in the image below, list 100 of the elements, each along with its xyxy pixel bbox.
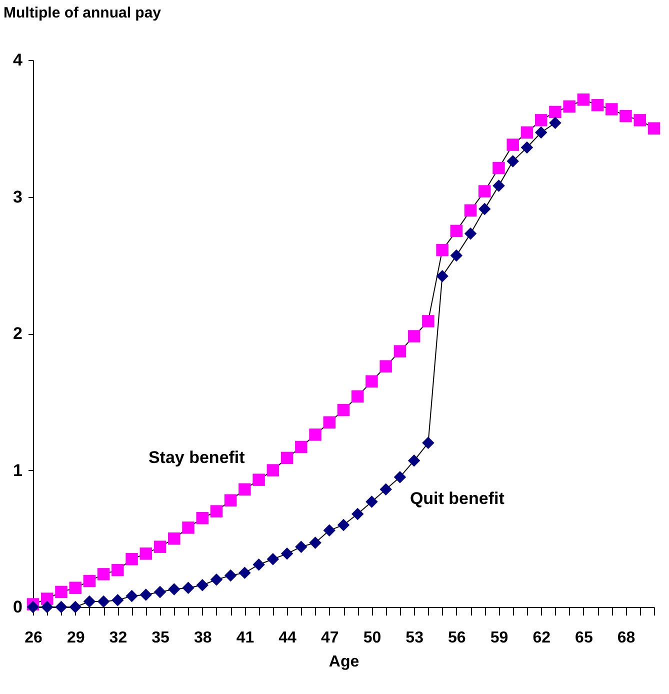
point — [196, 512, 208, 524]
point — [309, 536, 322, 549]
point — [520, 126, 534, 139]
point — [295, 540, 308, 553]
point — [210, 574, 223, 586]
point — [26, 600, 40, 614]
point — [238, 483, 251, 496]
point — [40, 600, 54, 614]
point — [196, 578, 208, 592]
point — [112, 594, 124, 606]
point — [591, 99, 604, 112]
x-tick-label: 56 — [448, 630, 466, 646]
point — [168, 532, 180, 545]
point — [309, 428, 322, 441]
point — [140, 588, 152, 601]
point — [126, 553, 138, 566]
point — [620, 110, 632, 122]
x-tick-label: 26 — [24, 630, 42, 646]
x-tick-label: 32 — [109, 630, 128, 646]
y-axis-title: Multiple of annual pay — [4, 4, 162, 22]
point — [280, 452, 294, 464]
x-tick-label: 50 — [363, 630, 382, 646]
x-tick-label: 65 — [575, 630, 593, 646]
point — [97, 568, 110, 580]
point — [210, 505, 223, 518]
x-tick-label: 59 — [490, 630, 508, 646]
point — [366, 496, 378, 508]
point — [97, 595, 110, 608]
point — [83, 595, 96, 608]
x-tick-label: 41 — [236, 630, 254, 646]
point — [140, 548, 152, 560]
point — [337, 518, 350, 532]
point — [606, 103, 618, 116]
point — [408, 454, 420, 467]
point — [69, 582, 82, 594]
point — [337, 404, 350, 416]
point — [154, 586, 166, 598]
x-axis-title: Age — [328, 654, 360, 670]
series-label: Stay benefit — [148, 448, 246, 467]
y-tick-label: 0 — [13, 598, 22, 616]
point — [380, 483, 392, 496]
point — [549, 106, 562, 118]
point — [634, 114, 646, 126]
point — [408, 330, 420, 342]
point — [224, 494, 237, 506]
point — [55, 600, 68, 614]
point — [252, 558, 265, 571]
point — [450, 249, 463, 262]
y-tick-label: 2 — [13, 324, 22, 343]
point — [464, 204, 477, 217]
point — [534, 126, 548, 139]
point — [563, 100, 576, 113]
x-tick-label: 35 — [152, 630, 170, 646]
x-tick-label: 68 — [617, 630, 636, 646]
point — [520, 141, 534, 154]
point — [394, 345, 406, 358]
point — [534, 114, 548, 126]
point — [492, 180, 505, 192]
point — [238, 566, 251, 579]
y-tick-label: 4 — [13, 50, 24, 70]
y-tick-label: 1 — [13, 460, 22, 480]
point — [577, 94, 590, 106]
point — [648, 122, 660, 134]
point — [112, 564, 124, 576]
point — [549, 116, 562, 130]
x-tick-label: 38 — [194, 630, 212, 646]
x-tick-label: 47 — [320, 630, 339, 646]
point — [450, 224, 463, 238]
point — [436, 270, 448, 282]
point — [478, 202, 491, 216]
x-tick-label: 44 — [278, 630, 297, 646]
point — [69, 600, 82, 614]
y-tick-label: 3 — [13, 187, 22, 206]
point — [295, 440, 308, 454]
point — [182, 582, 194, 594]
point — [351, 390, 364, 403]
x-tick-label: 62 — [532, 630, 551, 646]
point — [380, 360, 392, 372]
point — [266, 464, 280, 476]
point — [351, 508, 364, 520]
point — [83, 574, 96, 588]
point — [422, 315, 434, 328]
point — [323, 416, 336, 429]
point — [422, 436, 434, 450]
point — [394, 470, 406, 484]
point — [492, 162, 505, 174]
point — [478, 185, 491, 198]
point — [280, 548, 294, 560]
point — [464, 228, 477, 240]
point — [55, 586, 68, 598]
point — [506, 138, 519, 151]
point — [154, 540, 166, 553]
x-tick-label: 29 — [66, 630, 85, 646]
point — [224, 569, 237, 582]
point — [266, 553, 280, 566]
point — [168, 583, 180, 596]
x-tick-label: 53 — [406, 630, 424, 646]
point — [506, 155, 519, 168]
point — [436, 244, 448, 256]
point — [366, 375, 378, 388]
